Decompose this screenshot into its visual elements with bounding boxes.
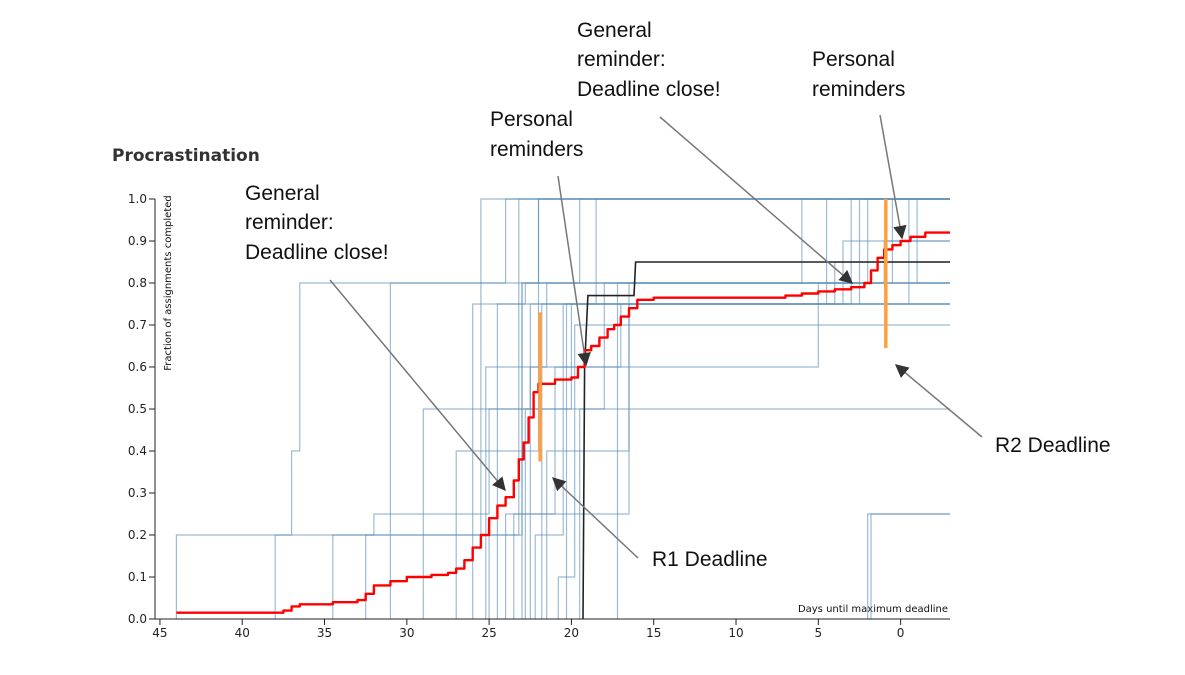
annotation-arrow — [557, 175, 591, 367]
annotation-line: R1 Deadline — [652, 548, 768, 571]
mean-series — [176, 231, 950, 614]
annotation-line: Deadline close! — [577, 78, 721, 101]
individual-series-line — [870, 513, 950, 619]
mean-series-line — [176, 231, 950, 614]
x-tick-label: 35 — [317, 626, 332, 640]
individual-series-line — [274, 303, 950, 619]
annotation-line: reminder: — [245, 211, 334, 234]
highlight-series — [582, 261, 950, 620]
individual-series-line — [534, 303, 950, 619]
annotation-arrow — [329, 279, 506, 492]
annotation-arrow — [659, 116, 854, 284]
chart-title: Procrastination — [112, 146, 260, 166]
axes: 45 40 35 30 25 20 15 10 5 0 0.0 0.1 0.2 0.3 0.4 0.5 0.6… — [128, 192, 950, 640]
annotation-general-reminder-r2: General reminder: Deadline close! — [577, 19, 854, 284]
x-tick-label: 10 — [728, 626, 743, 640]
annotation-line: Deadline close! — [245, 241, 389, 264]
annotation-general-reminder-r1: General reminder: Deadline close! — [245, 182, 506, 492]
x-tick-label: 30 — [399, 626, 414, 640]
annotation-line: Personal — [490, 108, 573, 131]
individual-series-line — [488, 198, 950, 619]
y-tick-label: 0.7 — [128, 318, 147, 332]
annotation-r2-deadline: R2 Deadline — [894, 364, 1111, 457]
x-tick-label: 45 — [152, 626, 167, 640]
annotation-arrow — [879, 114, 907, 240]
y-tick-label: 0.8 — [128, 276, 147, 290]
y-tick-label: 0.1 — [128, 570, 147, 584]
annotation-line: Personal — [812, 48, 895, 71]
annotation-r1-deadline: R1 Deadline — [552, 477, 768, 571]
annotation-line: reminders — [812, 78, 905, 101]
x-tick-label: 20 — [564, 626, 579, 640]
y-tick-label: 1.0 — [128, 192, 147, 206]
deadline-markers — [538, 199, 888, 462]
y-ticks: 0.0 0.1 0.2 0.3 0.4 0.5 0.6 0.7 0.8 0.9 1.0 — [128, 192, 155, 626]
x-tick-label: 15 — [646, 626, 661, 640]
annotation-line: reminder: — [577, 48, 666, 71]
y-tick-label: 0.9 — [128, 234, 147, 248]
individual-series-line — [557, 324, 950, 619]
individual-series-line — [579, 408, 950, 619]
y-tick-label: 0.2 — [128, 528, 147, 542]
x-tick-label: 0 — [897, 626, 905, 640]
annotation-line: R2 Deadline — [995, 434, 1111, 457]
individual-series-line — [505, 282, 950, 619]
x-axis-label: Days until maximum deadline — [798, 604, 948, 615]
annotation-arrow — [894, 364, 983, 438]
x-tick-label: 40 — [235, 626, 250, 640]
x-ticks: 45 40 35 30 25 20 15 10 5 0 — [152, 619, 904, 640]
annotation-line: reminders — [490, 138, 583, 161]
annotation-arrow — [552, 477, 639, 559]
y-tick-label: 0.3 — [128, 486, 147, 500]
x-tick-label: 25 — [481, 626, 496, 640]
y-tick-label: 0.4 — [128, 444, 147, 458]
annotation-personal-reminders-r1: Personal reminders — [490, 108, 591, 367]
y-tick-label: 0.5 — [128, 402, 147, 416]
y-tick-label: 0.6 — [128, 360, 147, 374]
annotation-personal-reminders-r2: Personal reminders — [812, 48, 907, 240]
highlight-series-line — [582, 261, 950, 620]
x-tick-label: 5 — [815, 626, 823, 640]
y-axis-label: Fraction of assignments completed — [163, 195, 174, 371]
y-tick-label: 0.0 — [128, 612, 147, 626]
annotation-line: General — [577, 19, 652, 42]
annotation-line: General — [245, 182, 320, 205]
annotations: General reminder: Deadline close! Person… — [245, 19, 1111, 571]
